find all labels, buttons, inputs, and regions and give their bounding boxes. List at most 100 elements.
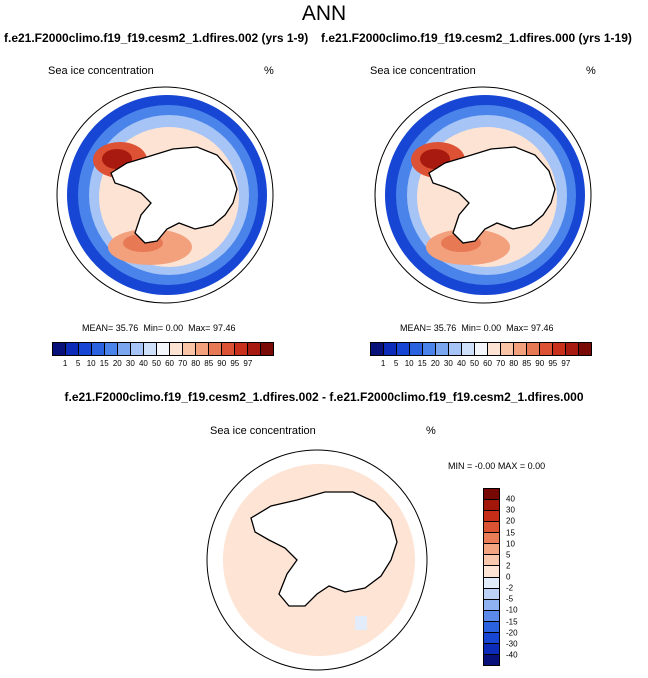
- colorbar-tick-label: 40: [456, 359, 466, 368]
- colorbar-tick-label: 97: [243, 359, 253, 368]
- colorbar-tick-label: -15: [506, 617, 518, 626]
- colorbar-swatch: [144, 343, 157, 355]
- colorbar-swatch: [484, 511, 499, 523]
- panel1-colorbar: [52, 342, 274, 356]
- colorbar-swatch: [484, 654, 499, 665]
- colorbar-swatch: [209, 343, 222, 355]
- colorbar-tick-label: -2: [506, 583, 514, 593]
- colorbar-tick-label: 85: [522, 359, 532, 368]
- colorbar-tick-label: 40: [506, 494, 515, 504]
- colorbar-swatch: [449, 343, 462, 355]
- difference-title: f.e21.F2000climo.f19_f19.cesm2_1.dfires.…: [64, 390, 584, 404]
- colorbar-tick-label: 95: [548, 359, 558, 368]
- colorbar-swatch: [410, 343, 423, 355]
- colorbar-swatch: [79, 343, 92, 355]
- colorbar-tick-label: 2: [506, 561, 511, 571]
- panel3-title: Sea ice concentration: [210, 425, 316, 437]
- colorbar-swatch: [527, 343, 540, 355]
- panel3-stats: MIN = -0.00 MAX = 0.00: [448, 461, 546, 471]
- panel2-map-border: [374, 86, 592, 304]
- panel3-units: %: [426, 425, 436, 437]
- colorbar-tick-label: 10: [86, 359, 96, 368]
- colorbar-tick-label: 30: [506, 505, 515, 515]
- colorbar-tick-label: -5: [506, 594, 514, 604]
- panel2-antarctica: [428, 146, 556, 244]
- panel3-colorbar: [483, 488, 500, 666]
- colorbar-tick-label: 85: [204, 359, 214, 368]
- colorbar-tick-label: 50: [470, 359, 479, 368]
- colorbar-tick-label: 10: [404, 359, 414, 368]
- colorbar-tick-label: 95: [230, 359, 240, 368]
- colorbar-tick-label: 15: [417, 359, 427, 368]
- colorbar-tick-label: -20: [506, 628, 518, 638]
- colorbar-swatch: [462, 343, 475, 355]
- colorbar-swatch: [484, 544, 499, 556]
- colorbar-swatch: [553, 343, 566, 355]
- colorbar-swatch: [484, 500, 499, 512]
- colorbar-swatch: [170, 343, 183, 355]
- colorbar-tick-label: 1: [62, 359, 68, 368]
- colorbar-tick-label: 20: [430, 359, 440, 368]
- panel1-title: Sea ice concentration: [48, 65, 154, 77]
- colorbar-tick-label: 30: [125, 359, 135, 368]
- colorbar-swatch: [53, 343, 66, 355]
- colorbar-swatch: [131, 343, 144, 355]
- colorbar-tick-label: 97: [561, 359, 571, 368]
- colorbar-swatch: [222, 343, 235, 355]
- colorbar-swatch: [423, 343, 436, 355]
- colorbar-swatch: [566, 343, 579, 355]
- colorbar-swatch: [397, 343, 410, 355]
- figure-title: ANN: [301, 2, 347, 25]
- colorbar-swatch: [475, 343, 488, 355]
- panel3-antarctica: [250, 491, 398, 607]
- colorbar-swatch: [514, 343, 527, 355]
- colorbar-swatch: [484, 522, 499, 534]
- colorbar-swatch: [384, 343, 397, 355]
- panel1-map: [56, 86, 274, 304]
- colorbar-tick-label: -40: [506, 650, 518, 660]
- colorbar-tick-label: -10: [506, 605, 518, 615]
- left-case-title: f.e21.F2000climo.f19_f19.cesm2_1.dfires.…: [4, 31, 309, 45]
- colorbar-tick-label: 15: [506, 528, 515, 537]
- panel3-map: [206, 449, 428, 671]
- colorbar-swatch: [248, 343, 261, 355]
- colorbar-tick-label: 80: [509, 359, 519, 368]
- panel1-stats: MEAN= 35.76 Min= 0.00 Max= 97.46: [82, 323, 236, 333]
- colorbar-swatch: [484, 577, 499, 589]
- colorbar-tick-label: 60: [165, 359, 174, 368]
- colorbar-tick-label: 20: [112, 359, 122, 368]
- colorbar-swatch: [484, 632, 499, 644]
- colorbar-tick-label: 20: [506, 516, 515, 526]
- panel3-map-border: [206, 449, 428, 671]
- colorbar-swatch: [579, 343, 591, 355]
- colorbar-tick-label: 30: [443, 359, 453, 368]
- colorbar-tick-label: 10: [506, 539, 515, 549]
- panel3-diff-patch: [355, 616, 367, 630]
- colorbar-tick-label: 5: [393, 359, 399, 368]
- colorbar-tick-label: 5: [506, 550, 511, 560]
- colorbar-swatch: [501, 343, 514, 355]
- colorbar-swatch: [484, 555, 499, 567]
- panel2-colorbar: [370, 342, 592, 356]
- panel2-title: Sea ice concentration: [370, 65, 476, 77]
- panel2-stats: MEAN= 35.76 Min= 0.00 Max= 97.46: [400, 323, 554, 333]
- panel1-antarctica: [110, 146, 238, 244]
- colorbar-tick-label: 0: [506, 572, 511, 582]
- panel1-map-border: [56, 86, 274, 304]
- panel1-colorbar-ticks: 1 5 10 15 20 30 40 50 60 70 80 85 90 95 97: [52, 359, 274, 371]
- colorbar-tick-label: 70: [496, 359, 506, 368]
- colorbar-tick-label: 40: [138, 359, 148, 368]
- colorbar-swatch: [484, 533, 499, 545]
- colorbar-tick-label: 15: [99, 359, 109, 368]
- colorbar-swatch: [484, 566, 499, 578]
- colorbar-tick-label: 70: [178, 359, 188, 368]
- colorbar-swatch: [371, 343, 384, 355]
- colorbar-swatch: [196, 343, 209, 355]
- colorbar-swatch: [436, 343, 449, 355]
- panel2-colorbar-ticks: 1 5 10 15 20 30 40 50 60 70 80 85 90 95 97: [370, 359, 592, 371]
- colorbar-swatch: [66, 343, 79, 355]
- colorbar-tick-label: 90: [217, 359, 227, 368]
- colorbar-tick-label: 80: [191, 359, 201, 368]
- right-case-title: f.e21.F2000climo.f19_f19.cesm2_1.dfires.…: [321, 31, 632, 45]
- colorbar-swatch: [92, 343, 105, 355]
